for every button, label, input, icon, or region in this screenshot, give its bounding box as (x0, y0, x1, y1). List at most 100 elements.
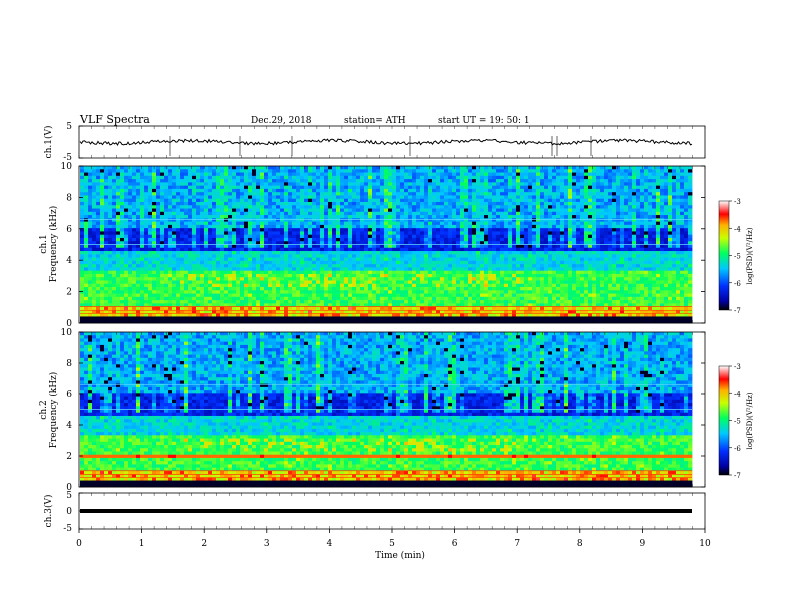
spectrogram-cell (188, 169, 193, 173)
spectrogram-cell (212, 270, 217, 275)
spectrogram-cell (428, 277, 433, 281)
spectrogram-cell (272, 283, 277, 288)
spectrogram-cell (192, 247, 197, 252)
spectrogram-cell (316, 296, 321, 301)
spectrogram-cell (412, 198, 417, 203)
spectrogram-cell (456, 175, 461, 180)
spectrogram-cell (216, 198, 221, 203)
spectrogram-cell (408, 306, 413, 311)
spectrogram-cell (292, 169, 297, 173)
spectrogram-cell (352, 303, 357, 308)
spectrogram-cell (312, 296, 317, 301)
spectrogram-cell (156, 277, 161, 281)
spectrogram-cell (444, 182, 449, 187)
spectrogram-cell (368, 195, 373, 200)
spectrogram-cell (292, 224, 297, 229)
spectrogram-cell (80, 247, 85, 252)
spectrogram-cell (324, 218, 329, 222)
spectrogram-cell (124, 182, 129, 187)
spectrogram-cell (328, 290, 333, 294)
spectrogram-cell (180, 228, 185, 232)
spectrogram-cell (424, 175, 429, 180)
spectrogram-cell (380, 169, 385, 173)
spectrogram-cell (244, 319, 249, 324)
spectrogram-cell (220, 237, 225, 242)
spectrogram-cell (256, 247, 261, 252)
spectrogram-cell (216, 192, 221, 196)
spectrogram-cell (96, 247, 101, 252)
spectrogram-cell (388, 280, 393, 285)
spectrogram-cell (352, 280, 357, 285)
spectrogram-cell (132, 287, 137, 291)
spectrogram-cell (400, 192, 405, 196)
spectrogram-cell (160, 231, 165, 236)
spectrogram-cell (292, 185, 297, 190)
spectrogram-cell (288, 247, 293, 252)
spectrogram-cell (304, 175, 309, 180)
spectrogram-cell (468, 221, 473, 226)
spectrogram-cell (156, 169, 161, 173)
spectrogram-cell (484, 172, 489, 177)
spectrogram-cell (196, 257, 201, 262)
spectrogram-cell (356, 319, 361, 324)
spectrogram-cell (460, 260, 465, 265)
spectrogram-cell (224, 280, 229, 285)
spectrogram-cell (192, 195, 197, 200)
spectrogram-cell (480, 234, 485, 239)
spectrogram-cell (156, 201, 161, 206)
spectrogram-cell (408, 166, 413, 170)
spectrogram-cell (308, 296, 313, 301)
spectrogram-cell (256, 201, 261, 206)
spectrogram-cell (356, 192, 361, 196)
spectrogram-cell (424, 221, 429, 226)
spectrogram-cell (152, 260, 157, 265)
spectrogram-cell (340, 188, 345, 193)
spectrogram-cell (436, 218, 441, 222)
spectrogram-cell (176, 172, 181, 177)
spectrogram-cell (328, 188, 333, 193)
spectrogram-cell (124, 287, 129, 291)
spectrogram-cell (380, 251, 385, 255)
spectrogram-cell (208, 296, 213, 301)
spectrogram-cell (440, 300, 445, 304)
spectrogram-cell (276, 251, 281, 255)
spectrogram-cell (424, 296, 429, 301)
spectrogram-cell (180, 264, 185, 268)
spectrogram-cell (316, 234, 321, 239)
spectrogram-cell (332, 201, 337, 206)
spectrogram-cell (372, 313, 377, 317)
spectrogram-cell (384, 283, 389, 288)
spectrogram-cell (328, 287, 333, 291)
spectrogram-cell (312, 257, 317, 262)
spectrogram-cell (96, 283, 101, 288)
spectrogram-cell (120, 182, 125, 187)
spectrogram-cell (356, 267, 361, 272)
spectrogram-cell (236, 182, 241, 187)
spectrogram-cell (308, 309, 313, 314)
spectrogram-cell (164, 182, 169, 187)
spectrogram-cell (452, 169, 457, 173)
spectrogram-cell (456, 205, 461, 209)
spectrogram-cell (384, 195, 389, 200)
spectrogram-cell (464, 293, 469, 298)
spectrogram-cell (312, 293, 317, 298)
spectrogram-cell (412, 237, 417, 242)
spectrogram-cell (84, 215, 89, 219)
spectrogram-cell (432, 260, 437, 265)
spectrogram-cell (260, 198, 265, 203)
spectrogram-cell (228, 283, 233, 288)
spectrogram-cell (320, 251, 325, 255)
spectrogram-cell (132, 169, 137, 173)
spectrogram-cell (156, 309, 161, 314)
spectrogram-cell (288, 290, 293, 294)
spectrogram-cell (144, 316, 149, 321)
spectrogram-cell (140, 241, 145, 245)
spectrogram-cell (280, 303, 285, 308)
spectrogram-cell (168, 215, 173, 219)
spectrogram-cell (428, 244, 433, 249)
spectrogram-cell (260, 188, 265, 193)
spectrogram-cell (116, 185, 121, 190)
spectrogram-cell (376, 166, 381, 170)
spectrogram-cell (256, 306, 261, 311)
spectrogram-cell (340, 228, 345, 232)
